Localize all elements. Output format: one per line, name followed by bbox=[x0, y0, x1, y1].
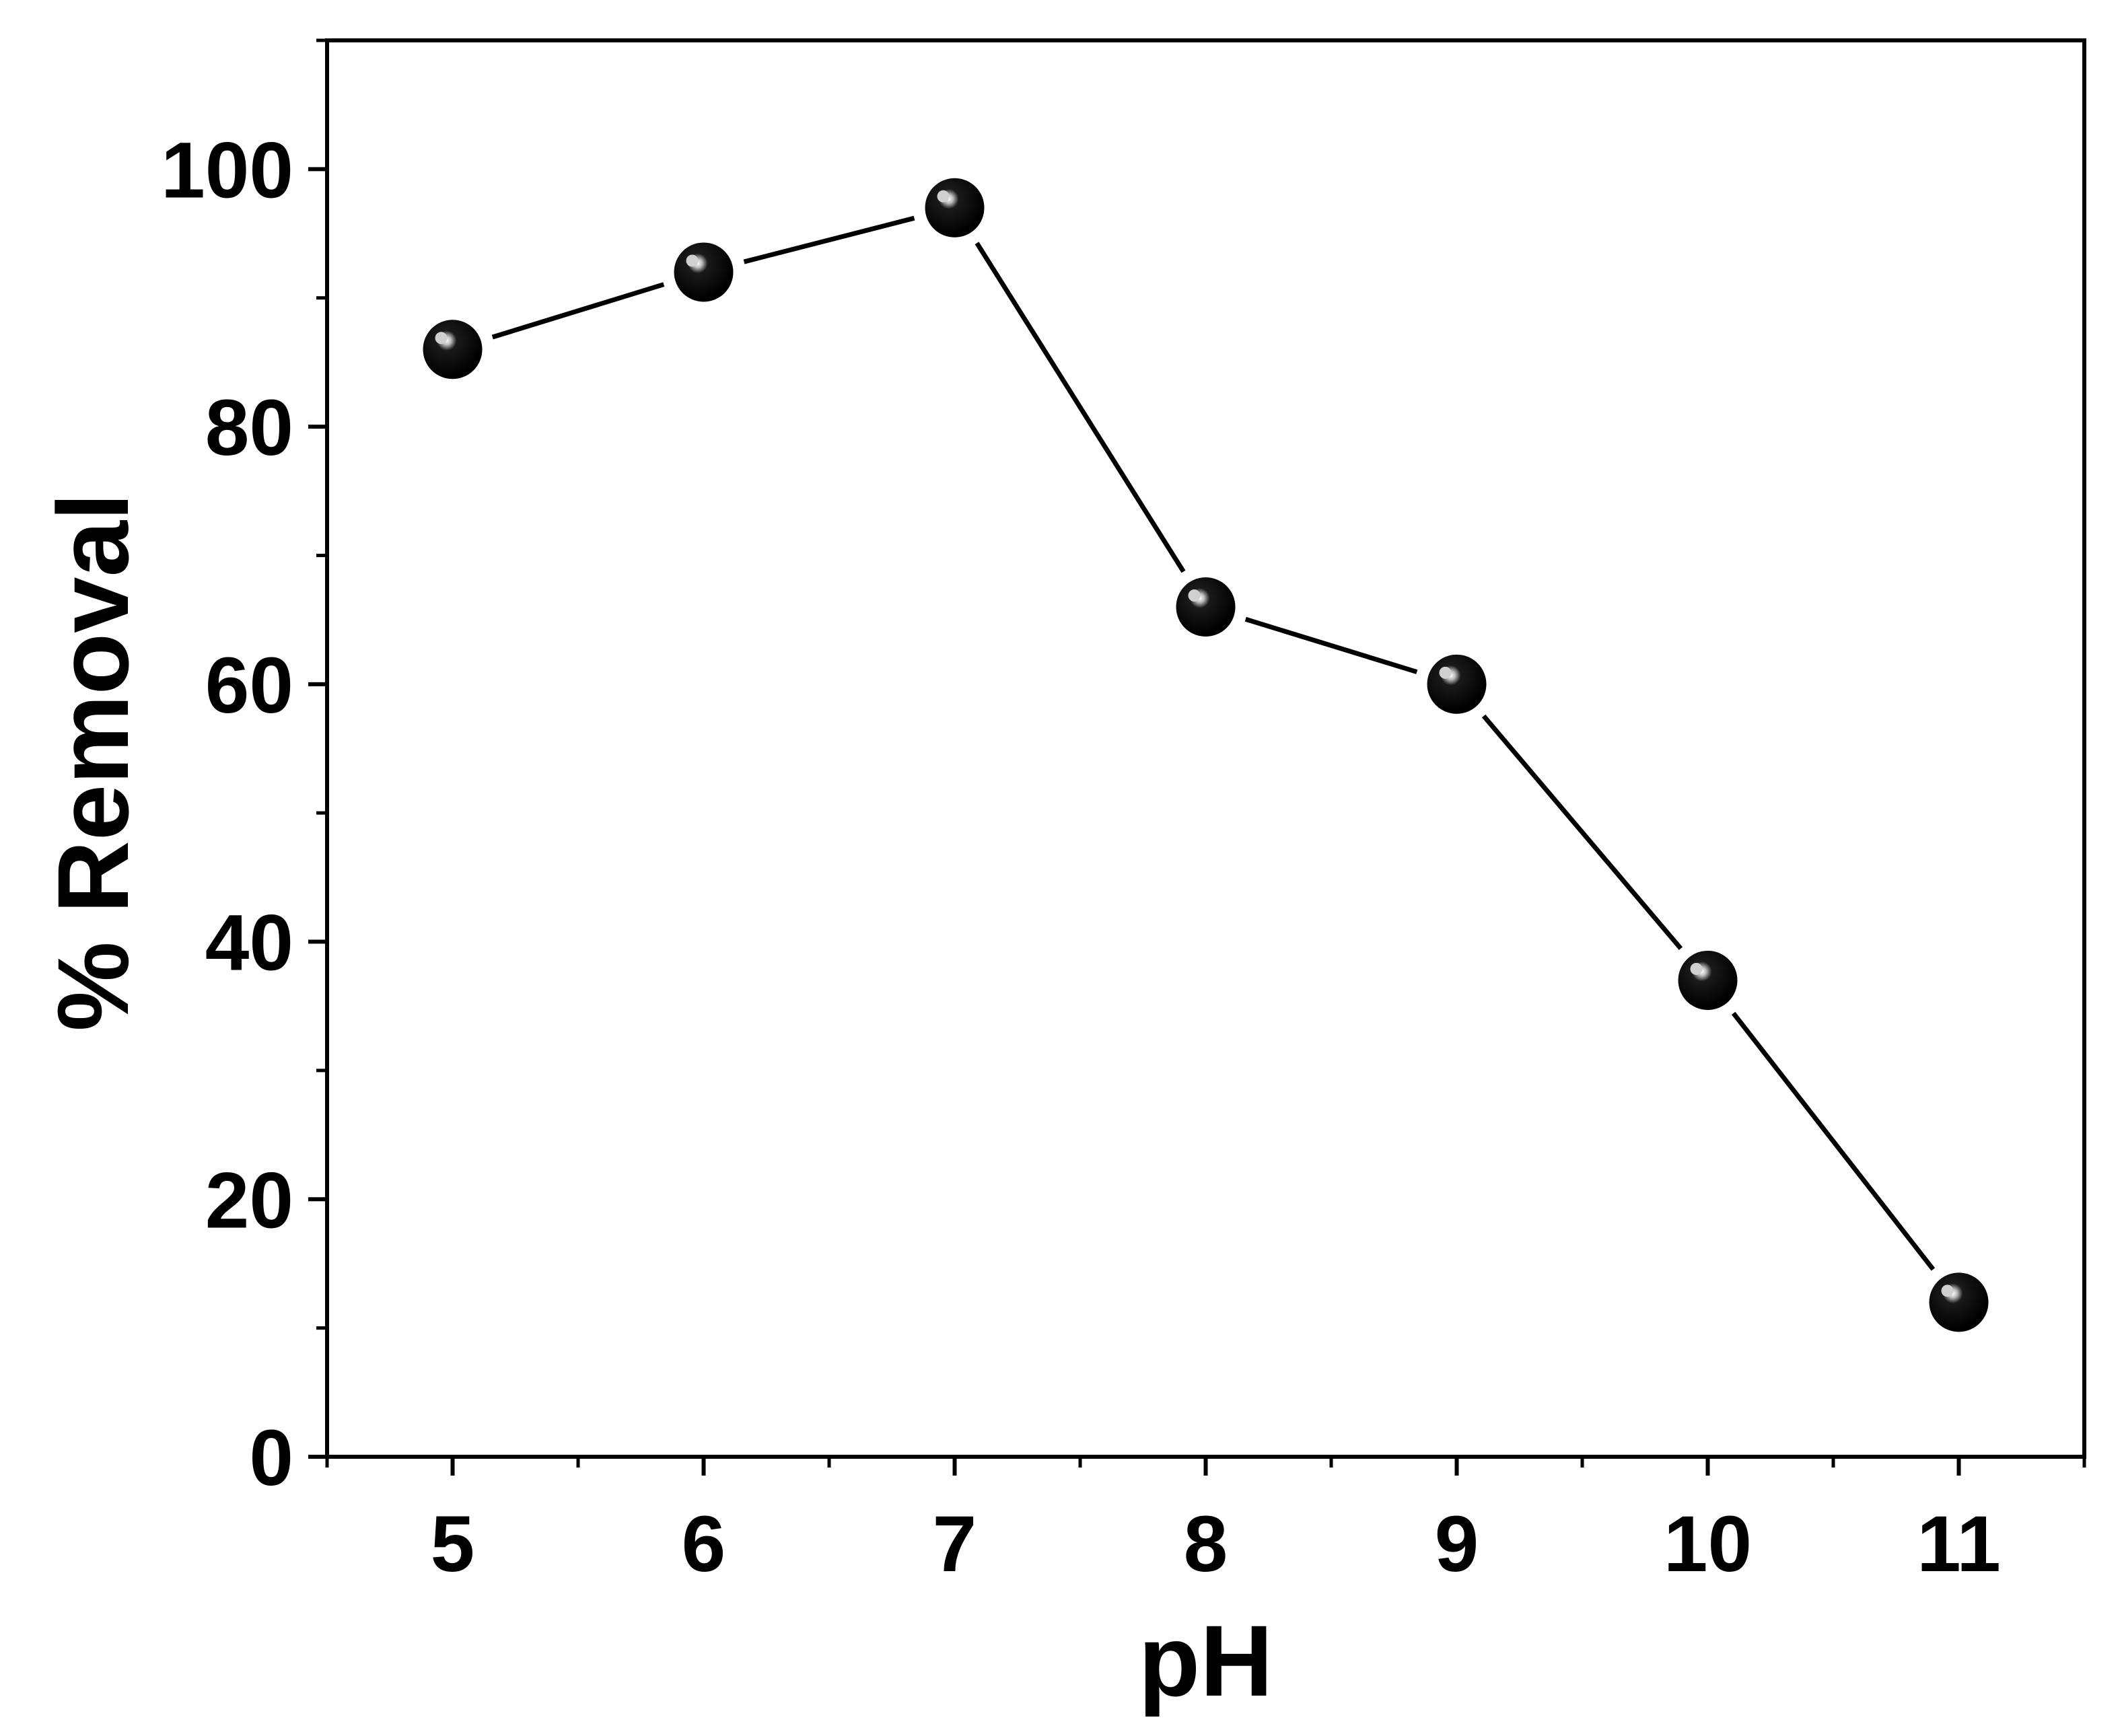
y-tick-label: 40 bbox=[205, 899, 293, 988]
series-line-segment bbox=[491, 282, 665, 340]
series-line-segment bbox=[1244, 616, 1418, 674]
x-tick-label: 8 bbox=[1184, 1500, 1228, 1589]
data-point-highlight bbox=[937, 190, 950, 203]
series-line-segments bbox=[491, 215, 1936, 1271]
data-point bbox=[674, 242, 734, 302]
series-line-segment bbox=[1731, 1011, 1936, 1271]
y-tick-label: 20 bbox=[205, 1156, 293, 1245]
x-tick-label: 11 bbox=[1917, 1500, 2001, 1589]
data-point-sphere bbox=[1427, 654, 1487, 714]
x-axis-ticks: 5 6 7 8 9 10 11 bbox=[325, 1457, 2086, 1589]
data-point-highlight bbox=[435, 332, 448, 345]
data-point-sphere bbox=[423, 320, 483, 379]
series-line-segment bbox=[743, 215, 915, 264]
data-point-sphere bbox=[1929, 1272, 1989, 1332]
data-point bbox=[423, 320, 483, 379]
data-points bbox=[423, 178, 1989, 1332]
data-point-sphere bbox=[1678, 950, 1738, 1010]
data-point bbox=[925, 178, 985, 238]
data-point bbox=[1176, 577, 1236, 637]
y-tick-label: 60 bbox=[205, 641, 293, 730]
data-point-sphere bbox=[925, 178, 985, 238]
y-tick-label: 80 bbox=[205, 384, 293, 472]
data-point bbox=[1678, 950, 1738, 1010]
series-line-segment bbox=[975, 242, 1186, 573]
y-axis-ticks: 0 20 40 60 80 100 bbox=[161, 38, 327, 1503]
x-tick-label: 5 bbox=[431, 1500, 475, 1589]
x-tick-label: 6 bbox=[682, 1500, 726, 1589]
data-point bbox=[1427, 654, 1487, 714]
data-point-sphere bbox=[1176, 577, 1236, 637]
data-point-sphere bbox=[674, 242, 734, 302]
data-point-highlight bbox=[1188, 589, 1201, 602]
x-tick-label: 10 bbox=[1664, 1500, 1752, 1589]
data-point-highlight bbox=[1941, 1285, 1954, 1297]
data-point-highlight bbox=[686, 254, 699, 267]
x-tick-label: 7 bbox=[933, 1500, 977, 1589]
y-tick-label: 0 bbox=[249, 1414, 293, 1503]
x-axis-title: pH bbox=[1139, 1604, 1273, 1717]
data-point-highlight bbox=[1690, 962, 1703, 975]
y-axis-title: % Removal bbox=[36, 493, 149, 1031]
x-tick-label: 9 bbox=[1435, 1500, 1479, 1589]
data-point-highlight bbox=[1439, 666, 1452, 679]
data-point bbox=[1929, 1272, 1989, 1332]
series-line-segment bbox=[1481, 714, 1683, 950]
plot-frame bbox=[325, 38, 2086, 1459]
y-tick-label: 100 bbox=[161, 126, 293, 215]
